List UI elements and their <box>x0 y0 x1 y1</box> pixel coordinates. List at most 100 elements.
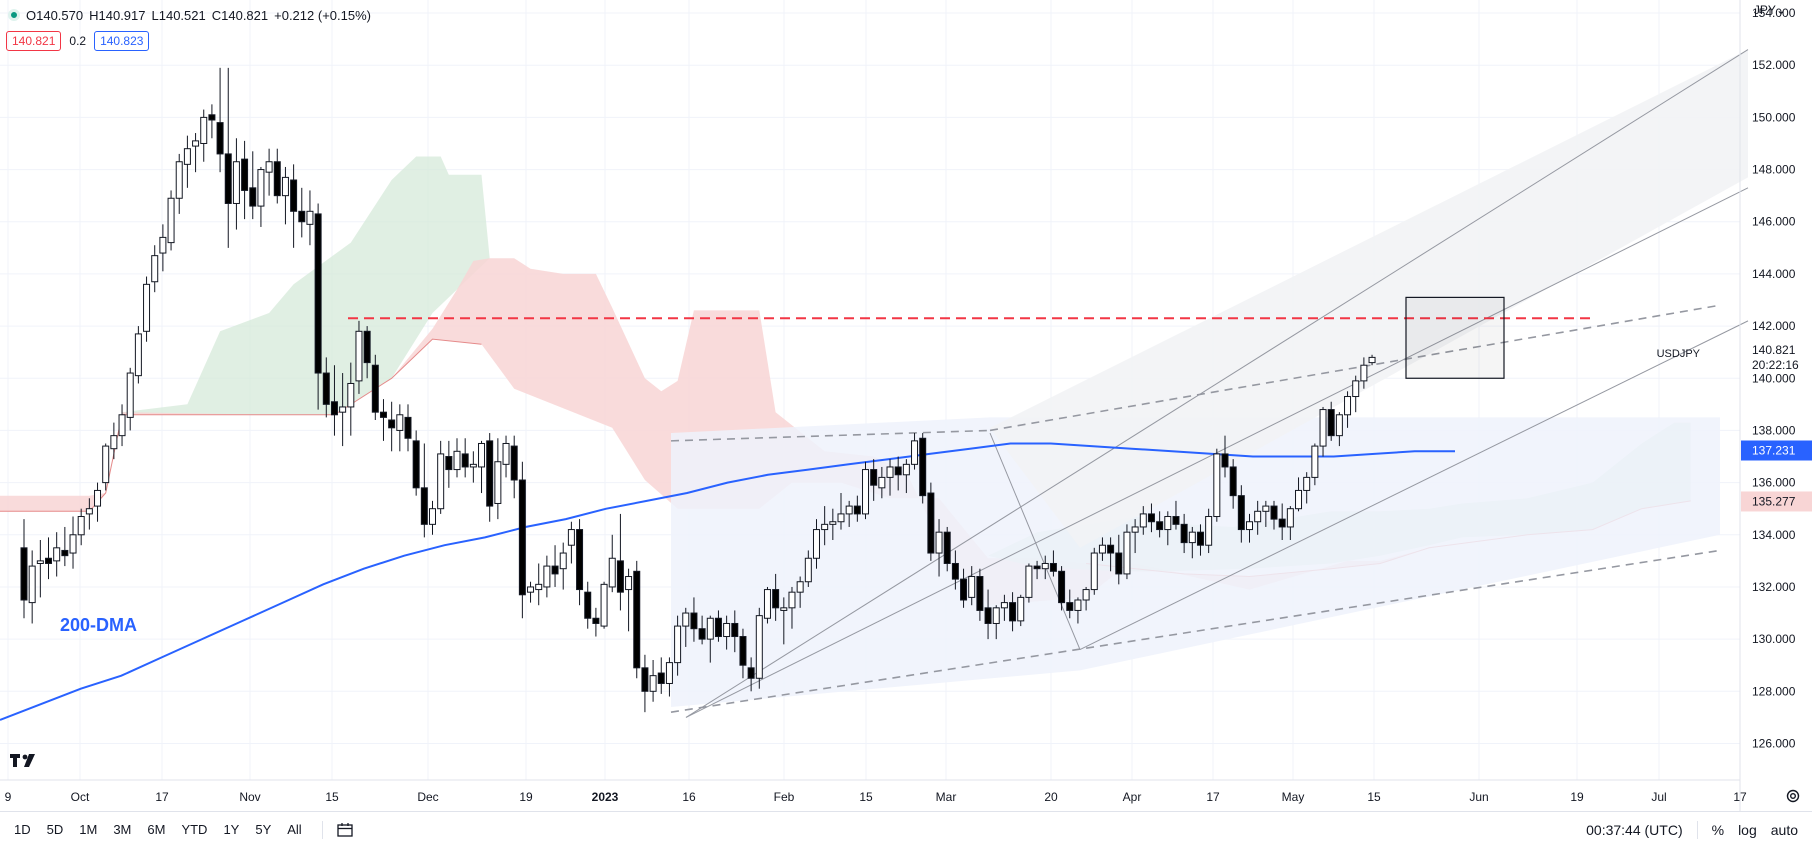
time-tick-label: Jul <box>1651 790 1666 804</box>
candle-down <box>208 114 216 121</box>
candle-up <box>796 581 804 593</box>
candle-up <box>143 283 151 332</box>
candle-up <box>1213 453 1221 518</box>
candle-up <box>527 586 535 593</box>
candle-up <box>200 116 208 144</box>
candle-up <box>763 589 771 619</box>
range-all[interactable]: All <box>287 822 302 837</box>
time-tick-label: 15 <box>859 790 873 804</box>
chevron-down-icon: ⌄ <box>1775 3 1786 17</box>
calendar-goto-icon[interactable] <box>337 822 353 837</box>
high-value: H140.917 <box>89 7 146 23</box>
candle-up <box>396 414 404 431</box>
market-status-icon[interactable] <box>8 9 20 21</box>
candle-down <box>61 549 69 557</box>
time-tick-label: 17 <box>155 790 169 804</box>
range-ytd[interactable]: YTD <box>181 822 208 837</box>
price-tick-label: 142.000 <box>1752 319 1796 333</box>
price-tick-label: 150.000 <box>1752 110 1796 124</box>
price-tick-label: 134.000 <box>1752 528 1796 542</box>
candle-up <box>878 476 886 489</box>
candle-down <box>314 213 322 374</box>
candle-down <box>20 547 28 601</box>
bottom-right-controls: 00:37:44 (UTC) % log auto <box>1586 812 1798 847</box>
range-5d[interactable]: 5D <box>46 822 64 837</box>
target-box <box>1405 296 1505 379</box>
currency-selector[interactable]: JPY⌄ <box>1754 3 1786 17</box>
open-value: O140.570 <box>26 7 84 23</box>
auto-toggle[interactable]: auto <box>1770 821 1798 838</box>
candle-down <box>1058 570 1066 604</box>
candle-up <box>265 161 273 173</box>
candle-down <box>894 466 902 476</box>
candle-up <box>1286 508 1294 528</box>
candle-up <box>837 513 845 523</box>
candle-up <box>1254 510 1262 523</box>
candle-up <box>1246 521 1253 531</box>
price-tick-label: 140.000 <box>1752 371 1796 385</box>
range-6m[interactable]: 6M <box>147 822 166 837</box>
candle-up <box>36 560 44 564</box>
toolbar-divider <box>321 820 323 839</box>
candle-up <box>257 169 265 207</box>
candle-up <box>429 508 436 525</box>
range-1m[interactable]: 1M <box>79 822 98 837</box>
candle-up <box>175 161 183 199</box>
candle-up <box>682 612 690 627</box>
time-axis[interactable]: 9 Oct 17 Nov 15 Dec 19 2023 16 Feb 15 Mar 20 Apr 17 May… <box>0 779 1747 804</box>
candle-down <box>1049 562 1057 572</box>
bid-button[interactable]: 140.821 <box>6 31 62 51</box>
change-value: +0.212 (+0.15%) <box>274 7 371 23</box>
candle-up <box>935 531 943 554</box>
candle-down <box>584 591 592 619</box>
candle-down <box>1147 513 1155 523</box>
tradingview-logo-icon[interactable] <box>8 752 42 773</box>
ask-button[interactable]: 140.823 <box>94 31 150 51</box>
spread-value: 0.2 <box>69 34 87 48</box>
time-tick-label: 16 <box>682 790 696 804</box>
channel-lower-line <box>1079 320 1749 651</box>
candle-up <box>674 625 682 664</box>
price-tick-label: 130.000 <box>1752 632 1796 646</box>
range-1y[interactable]: 1Y <box>223 822 240 837</box>
candle-down <box>739 636 747 666</box>
range-3m[interactable]: 3M <box>113 822 132 837</box>
utc-clock[interactable]: 00:37:44 (UTC) <box>1586 821 1683 838</box>
percent-toggle[interactable]: % <box>1711 821 1725 838</box>
candle-up <box>1360 364 1368 382</box>
price-tick-label: 148.000 <box>1752 163 1796 177</box>
candle-down <box>772 589 780 609</box>
candle-down <box>633 570 641 669</box>
time-tick-label: 15 <box>325 790 339 804</box>
price-tick-label: 146.000 <box>1752 215 1796 229</box>
candle-down <box>919 437 927 497</box>
range-5y[interactable]: 5Y <box>255 822 272 837</box>
regression-fill <box>671 417 1720 707</box>
price-axis[interactable]: 154.000 152.000 150.000 148.000 146.000 144.0… <box>1657 0 1812 811</box>
settings-gear-icon[interactable] <box>1784 787 1802 810</box>
time-tick-label: Feb <box>774 790 795 804</box>
time-tick-label: Apr <box>1123 790 1142 804</box>
candle-up <box>53 547 61 562</box>
candle-down <box>45 557 53 564</box>
log-toggle[interactable]: log <box>1738 821 1757 838</box>
candle-up <box>183 148 191 165</box>
time-tick-label: 20 <box>1044 790 1058 804</box>
candle-up <box>494 461 502 504</box>
candle-down <box>1107 544 1115 554</box>
price-tick-label: 144.000 <box>1752 267 1796 281</box>
candle-down <box>388 419 396 429</box>
candle-up <box>1262 505 1270 512</box>
candle-up <box>1131 526 1139 533</box>
candle-down <box>420 487 428 525</box>
candle-down <box>412 440 420 489</box>
candle-down <box>731 622 739 638</box>
range-1d[interactable]: 1D <box>14 822 31 837</box>
candle-up <box>804 557 812 583</box>
time-tick-label: 15 <box>1367 790 1381 804</box>
candle-down <box>1278 518 1286 528</box>
candlesticks <box>20 67 1376 713</box>
candle-down <box>241 158 249 191</box>
